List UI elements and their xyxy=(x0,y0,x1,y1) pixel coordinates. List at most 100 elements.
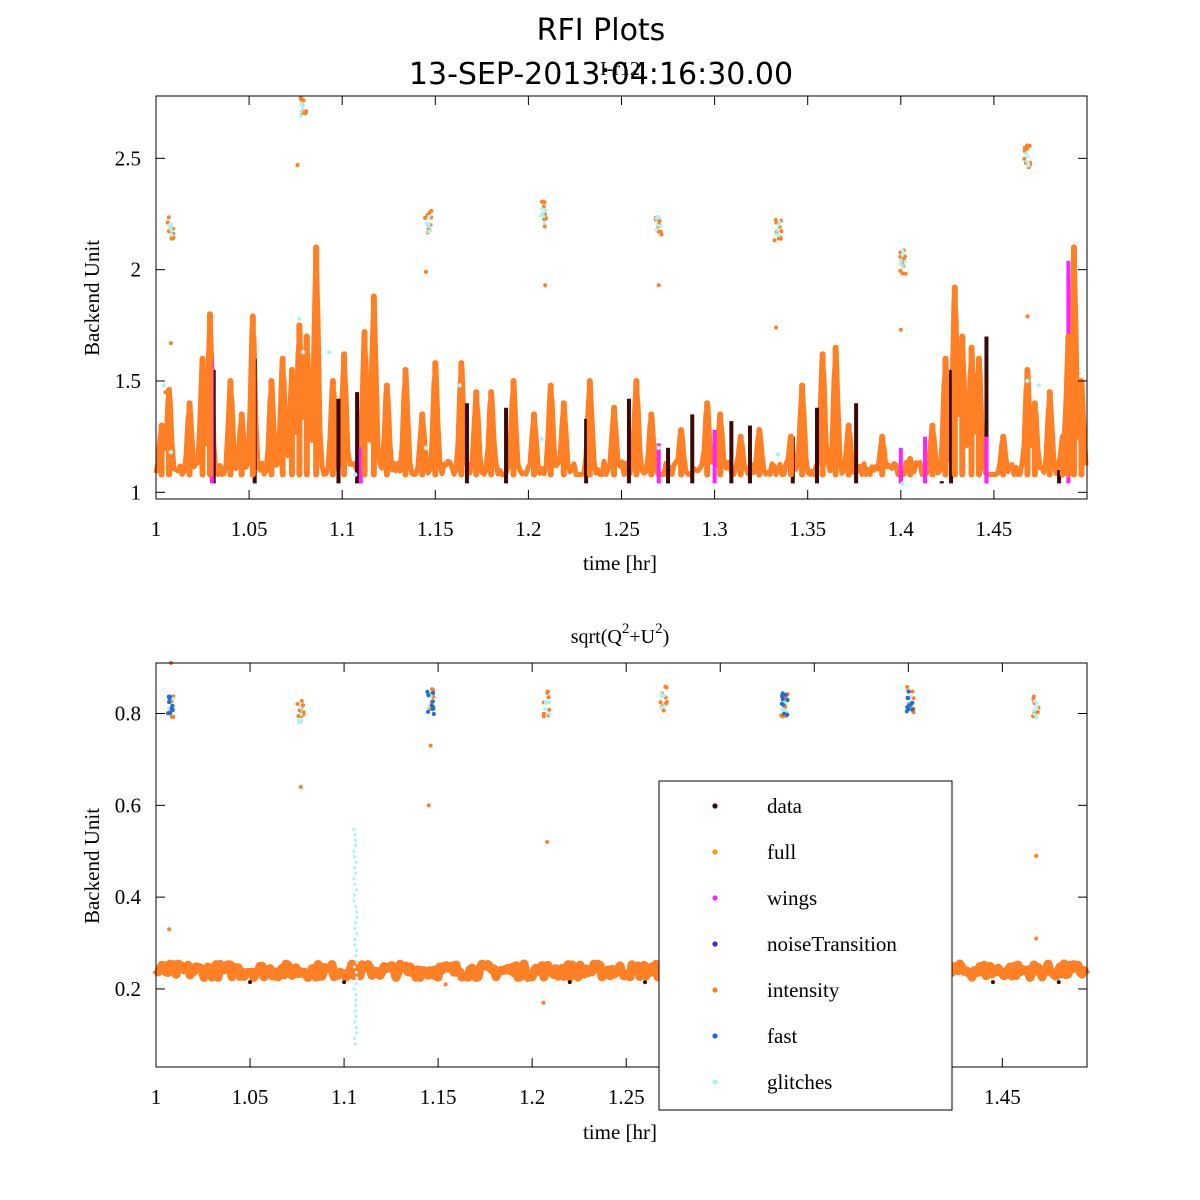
glitch-cluster-point xyxy=(541,210,545,215)
glitch-column-point xyxy=(354,948,359,952)
y-tick-label: 2.5 xyxy=(115,146,141,170)
glitch-cluster-point xyxy=(542,220,547,225)
glitch-cluster-point xyxy=(545,700,550,704)
intensity-cluster-point xyxy=(541,714,546,719)
intensity-cluster-point xyxy=(910,689,915,694)
top-x-axis-label: time [hr] xyxy=(583,551,657,575)
glitch-cluster-point xyxy=(299,712,303,717)
glitch-column-point xyxy=(352,987,356,991)
y-tick-label: 0.8 xyxy=(115,702,141,726)
glitch-cluster-point xyxy=(661,693,666,698)
bottom-x-axis-label: time [hr] xyxy=(583,1120,657,1144)
bottom-y-axis-label: Backend Unit xyxy=(80,808,104,924)
fast-cluster-point xyxy=(910,700,915,705)
glitches-point xyxy=(423,445,429,450)
x-tick-label: 1.35 xyxy=(789,517,826,541)
outlier-point xyxy=(443,982,448,987)
glitch-column-point xyxy=(353,1020,357,1024)
glitch-column-point xyxy=(352,849,356,853)
legend-entry-label: wings xyxy=(767,886,817,910)
glitch-cluster-point xyxy=(899,258,903,263)
outlier-point xyxy=(426,803,431,808)
top-panel-title: I-r12 xyxy=(600,58,640,80)
fast-cluster-point xyxy=(780,693,785,698)
glitch-column-point xyxy=(355,915,359,919)
x-tick-label: 1.3 xyxy=(701,517,727,541)
glitch-column-point xyxy=(354,1014,358,1019)
glitch-cluster-point xyxy=(659,705,664,710)
glitch-column-point xyxy=(353,871,357,875)
glitches-point xyxy=(900,481,905,486)
outlier-point xyxy=(167,927,172,932)
intensity-cluster-point xyxy=(546,695,551,700)
y-tick-label: 1.5 xyxy=(115,369,141,393)
data-point xyxy=(342,980,347,985)
legend-entry-label: noiseTransition xyxy=(767,932,897,956)
data-point xyxy=(990,980,995,985)
glitches-point xyxy=(300,349,306,355)
top-y-axis-label: Backend Unit xyxy=(80,240,104,356)
fast-cluster-point xyxy=(425,689,430,694)
glitch-column-point xyxy=(354,998,358,1002)
x-tick-label: 1.05 xyxy=(231,517,268,541)
intensity-cluster-point xyxy=(298,95,303,100)
glitch-column-point xyxy=(354,1031,359,1035)
glitch-column-point xyxy=(355,959,359,964)
glitch-cluster-point xyxy=(298,705,303,710)
legend-entry-label: data xyxy=(767,794,803,818)
figure-title: RFI Plots xyxy=(537,13,666,48)
glitch-cluster-point xyxy=(299,110,303,114)
intensity-cluster-point xyxy=(429,208,434,213)
fast-cluster-point xyxy=(431,711,436,716)
glitch-column-point xyxy=(353,866,357,870)
glitch-cluster-point xyxy=(168,222,172,227)
legend-marker xyxy=(712,1079,718,1085)
glitch-cluster-point xyxy=(1032,699,1037,703)
legend-box xyxy=(658,780,953,1111)
bottom-title-superscript: 2 xyxy=(622,621,630,637)
intensity-cluster-point xyxy=(657,218,662,223)
outlier-point xyxy=(656,283,661,288)
figure-subtitle: 13-SEP-2013:04:16:30.00 xyxy=(409,57,793,92)
x-tick-label: 1.45 xyxy=(984,1085,1021,1109)
glitch-cluster-point xyxy=(171,696,175,701)
fast-cluster-point xyxy=(906,696,911,701)
glitches-point xyxy=(1036,383,1041,388)
glitch-column-point xyxy=(352,899,356,903)
fast-cluster-point xyxy=(429,703,434,708)
intensity-cluster-point xyxy=(772,238,777,243)
glitch-cluster-point xyxy=(297,717,301,722)
top-panel-ticks: 1 1.05 1.1 1.15 1.2 1.25 1.3 1.35 1.4 1.45 1 1.5 2 2.… xyxy=(115,96,1087,541)
glitch-cluster-point xyxy=(654,227,659,232)
glitch-cluster-point xyxy=(426,230,431,234)
intensity-cluster-point xyxy=(301,703,306,708)
glitches-point xyxy=(1025,378,1030,384)
intensity-cluster-point xyxy=(1022,156,1027,161)
glitch-cluster-point xyxy=(427,214,432,219)
fast-cluster-point xyxy=(166,711,171,716)
x-tick-label: 1.05 xyxy=(232,1085,269,1109)
glitch-cluster-point xyxy=(427,224,432,229)
bottom-title-part: +U xyxy=(629,626,655,648)
glitch-column-point xyxy=(354,860,358,864)
fast-cluster-point xyxy=(785,698,790,703)
glitch-column-point xyxy=(353,1009,357,1013)
outlier-point xyxy=(168,341,173,346)
glitch-cluster-point xyxy=(1034,715,1039,720)
glitch-column-point xyxy=(353,844,358,848)
glitch-column-point xyxy=(352,877,356,881)
legend-marker xyxy=(712,1033,718,1039)
legend-entry-label: fast xyxy=(767,1024,797,1048)
glitch-cluster-point xyxy=(900,249,905,253)
glitch-cluster-point xyxy=(543,208,548,212)
data-point xyxy=(1056,980,1061,985)
glitch-cluster-point xyxy=(662,704,667,708)
x-tick-label: 1.1 xyxy=(331,1085,357,1109)
intensity-cluster-point xyxy=(296,713,301,718)
outlier-point xyxy=(295,163,300,168)
legend-marker xyxy=(712,849,718,855)
legend-marker xyxy=(712,987,718,993)
glitch-cluster-point xyxy=(543,707,547,711)
glitch-column-point xyxy=(353,1042,357,1046)
x-tick-label: 1 xyxy=(151,1085,162,1109)
